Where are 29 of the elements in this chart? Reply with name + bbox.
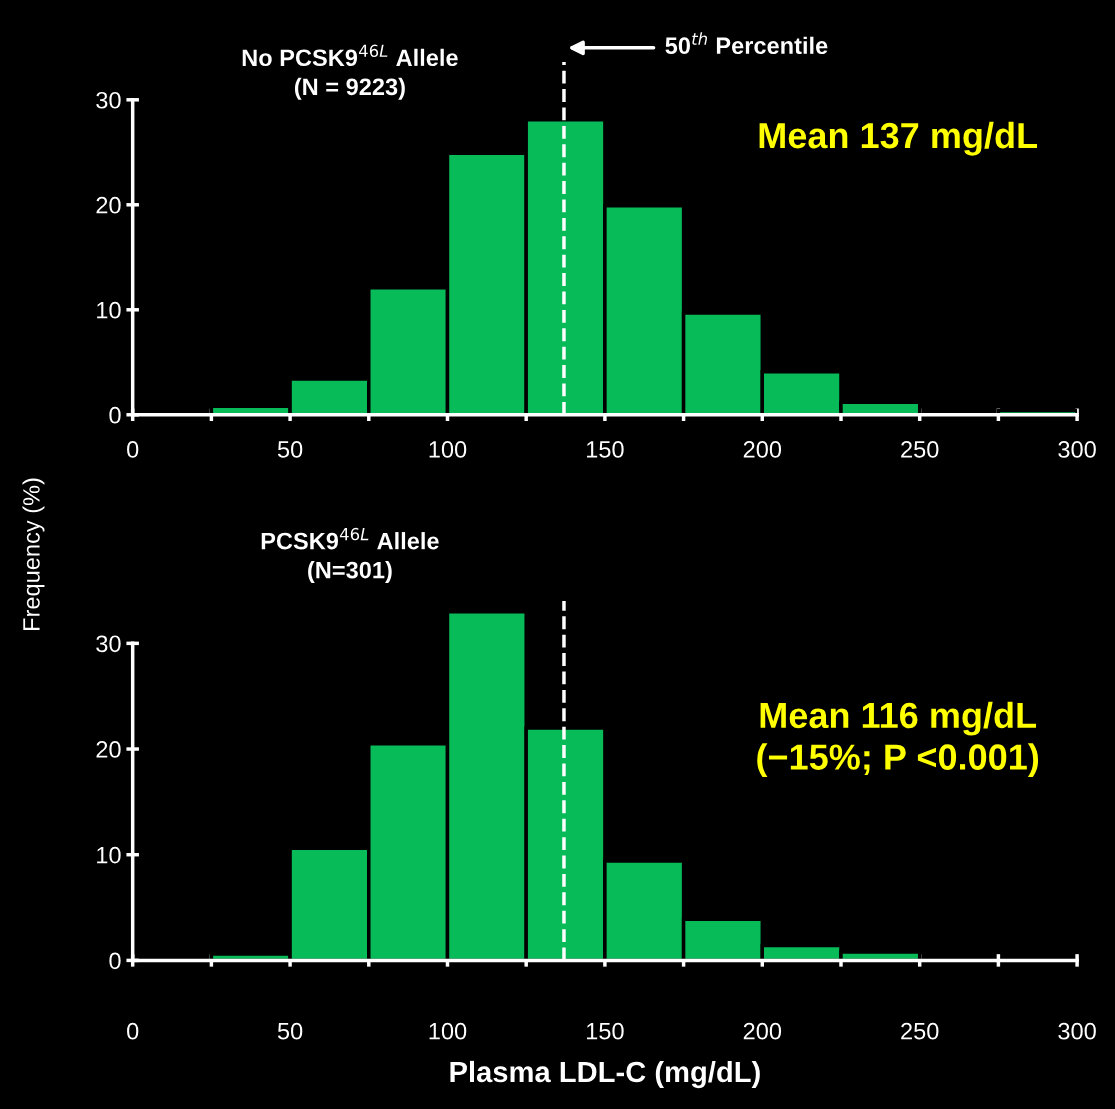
y-tick-label: 10: [97, 301, 121, 319]
y-axis-title: Frequency (%): [22, 478, 45, 630]
x-tick-label: 200: [743, 441, 782, 458]
y-tick-label: 30: [96, 91, 121, 109]
x-tick-label: 300: [1058, 441, 1096, 458]
y-tick-label: 10: [97, 846, 121, 864]
x-tick-label: 0: [127, 441, 139, 458]
x-tick-label: 250: [901, 1022, 939, 1040]
x-tick-label: 200: [743, 1022, 782, 1040]
x-tick-label: 150: [586, 441, 624, 458]
ref-line-label: 50$^{th}$ Percentile: [665, 32, 828, 55]
x-tick-label: 300: [1058, 1022, 1096, 1040]
annotation: Mean 137 mg/dL: [759, 121, 1038, 156]
x-axis-title: Plasma LDL-C (mg/dL): [450, 1060, 760, 1089]
x-tick-label: 50: [277, 1022, 303, 1040]
chart-title: PCSK9$^{46L}$ Allele (N=301): [261, 527, 439, 584]
x-tick-label: 50: [277, 441, 303, 458]
y-tick-label: 20: [96, 196, 121, 214]
x-tick-label: 100: [429, 1022, 467, 1040]
x-tick-label: 0: [127, 1022, 139, 1040]
x-tick-label: 100: [429, 441, 467, 458]
y-tick-label: 0: [109, 406, 121, 424]
y-tick-label: 0: [109, 952, 121, 970]
x-tick-label: 150: [586, 1022, 624, 1040]
y-tick-label: 30: [96, 635, 121, 653]
x-tick-label: 250: [901, 441, 939, 458]
annotation: Mean 116 mg/dL (−15%; P <0.001): [757, 701, 1039, 778]
y-tick-label: 20: [96, 741, 121, 758]
chart-title: No PCSK9$^{46L}$ Allele (N = 9223): [242, 44, 458, 100]
